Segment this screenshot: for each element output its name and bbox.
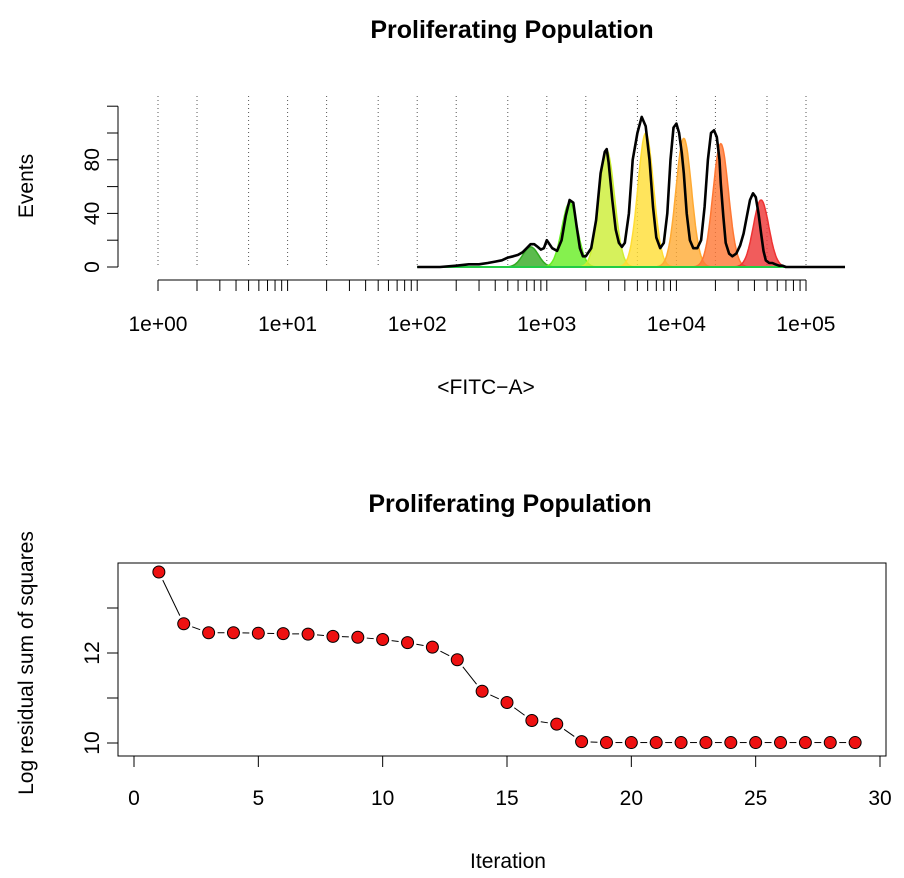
rss-point [475, 684, 489, 698]
rss-point [152, 565, 166, 579]
histogram-x-axis-label: <FITC−A> [437, 376, 534, 399]
histogram-lines [417, 115, 846, 269]
generation-fill [538, 202, 601, 267]
generation-fill [652, 138, 715, 267]
rss-point [450, 653, 464, 667]
rss-point [624, 736, 638, 750]
rss-point [276, 627, 290, 641]
histogram-y-tick-label: 40 [81, 202, 104, 225]
rss-title: Proliferating Population [368, 490, 651, 518]
generation-fill [689, 143, 752, 267]
rss-connector [192, 626, 201, 631]
rss-y-tick-label: 12 [81, 641, 104, 664]
observed-histogram-line [417, 115, 845, 269]
rss-connector [162, 579, 181, 616]
rss-x-tick-label: 20 [620, 787, 643, 810]
rss-point [401, 636, 415, 650]
rss-point [649, 736, 663, 750]
histogram-chart: Proliferating Population <FITC−A> Events… [15, 16, 846, 399]
rss-connector [316, 634, 325, 637]
rss-point [798, 736, 812, 750]
rss-point [699, 736, 713, 750]
rss-point [674, 736, 688, 750]
rss-point [724, 736, 738, 750]
rss-point [326, 629, 340, 643]
rss-x-tick-label: 30 [868, 787, 891, 810]
histogram-x-tick-label: 1e+04 [647, 313, 706, 336]
generation-fill [614, 133, 677, 267]
rss-x-tick-label: 15 [495, 787, 518, 810]
rss-point [202, 626, 216, 640]
rss-connector [490, 694, 500, 700]
rss-connector [462, 666, 477, 685]
rss-point [226, 626, 240, 640]
rss-x-tick-label: 0 [128, 787, 140, 810]
rss-connector [366, 637, 374, 640]
rss-point [500, 696, 514, 709]
rss-point [575, 735, 589, 749]
rss-point [376, 633, 390, 646]
rss-point [823, 736, 837, 750]
rss-connector [513, 707, 525, 716]
rss-chart: Proliferating Population Iteration Log r… [15, 490, 892, 873]
rss-point [177, 617, 191, 631]
generation-fill [575, 150, 638, 267]
rss-point [251, 626, 265, 640]
rss-connector [563, 728, 575, 737]
rss-x-axis: 0 5 10 15 20 25 30 [128, 755, 892, 810]
rss-x-tick-label: 10 [371, 787, 394, 810]
rss-points [152, 565, 862, 750]
rss-point [425, 640, 439, 654]
rss-connector [391, 640, 399, 643]
histogram-title: Proliferating Population [370, 16, 653, 44]
rss-point [301, 627, 315, 641]
rss-connector [540, 721, 548, 724]
rss-y-axis: 10 12 [81, 607, 119, 755]
rss-connector-segments [162, 579, 847, 744]
rss-connector [416, 643, 424, 647]
histogram-x-tick-label: 1e+00 [129, 313, 188, 336]
rss-y-axis-label: Log residual sum of squares [15, 531, 38, 795]
rss-point [774, 736, 788, 750]
histogram-y-tick-label: 80 [81, 148, 104, 171]
rss-point [599, 736, 613, 750]
histogram-x-tick-label: 1e+01 [258, 313, 317, 336]
histogram-y-axis-label: Events [15, 154, 38, 218]
rss-plot-box [117, 562, 887, 757]
rss-point [525, 714, 539, 727]
histogram-x-tick-label: 1e+05 [777, 313, 836, 336]
histogram-y-tick-label: 0 [81, 261, 104, 273]
rss-plot-border [117, 562, 887, 757]
rss-point [749, 736, 763, 750]
rss-x-tick-label: 5 [252, 787, 264, 810]
rss-x-axis-label: Iteration [470, 850, 546, 873]
histogram-y-axis: 0 40 80 [81, 105, 119, 273]
rss-x-tick-label: 25 [744, 787, 767, 810]
histogram-x-axis: 1e+00 1e+01 1e+02 1e+03 1e+04 1e+05 [129, 279, 836, 336]
generation-fill [499, 246, 562, 267]
rss-point [351, 630, 365, 644]
histogram-x-tick-label: 1e+02 [388, 313, 447, 336]
rss-point [848, 736, 862, 750]
histogram-x-tick-label: 1e+03 [517, 313, 576, 336]
rss-connector [440, 650, 450, 657]
rss-point [550, 717, 564, 731]
rss-y-tick-label: 10 [81, 731, 104, 754]
